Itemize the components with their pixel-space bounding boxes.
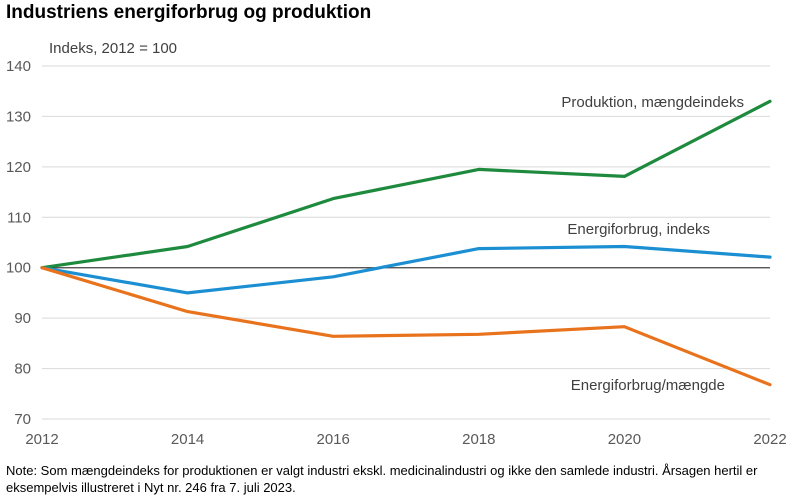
y-tick-label: 110 bbox=[7, 209, 31, 226]
y-tick-label: 120 bbox=[6, 159, 31, 176]
series-line bbox=[40, 99, 772, 270]
y-tick-label: 90 bbox=[14, 310, 31, 327]
gridlines bbox=[42, 65, 770, 420]
x-tick-label: 2018 bbox=[462, 431, 495, 448]
series-label: Energiforbrug, indeks bbox=[567, 221, 710, 238]
series-line bbox=[40, 244, 772, 295]
y-tick-label: 70 bbox=[14, 411, 31, 428]
x-tick-label: 2016 bbox=[317, 431, 350, 448]
y-tick-label: 140 bbox=[6, 58, 31, 75]
y-axis-unit-label: Indeks, 2012 = 100 bbox=[49, 40, 177, 57]
x-tick-label: 2020 bbox=[608, 431, 641, 448]
series-lines bbox=[40, 99, 772, 387]
series-labels: Produktion, mængdeindeks Energiforbrug, i… bbox=[561, 94, 744, 394]
x-tick-label: 2022 bbox=[753, 431, 786, 448]
x-tick-label: 2012 bbox=[25, 431, 58, 448]
y-tick-label: 80 bbox=[14, 361, 31, 378]
y-tick-label: 100 bbox=[6, 260, 31, 277]
y-tick-label: 130 bbox=[6, 108, 31, 125]
chart-title: Industriens energiforbrug og produktion bbox=[6, 2, 372, 23]
footnote: Note: Som mængdeindeks for produktionen … bbox=[6, 463, 758, 495]
series-label: Energiforbrug/mængde bbox=[571, 377, 725, 394]
x-axis: 2012 2014 2016 2018 2020 2022 bbox=[25, 431, 786, 448]
series-label: Produktion, mængdeindeks bbox=[561, 94, 744, 111]
x-tick-label: 2014 bbox=[171, 431, 204, 448]
series-line bbox=[40, 266, 772, 387]
y-axis: 70 80 90 100 110 120 130 140 bbox=[6, 58, 31, 428]
